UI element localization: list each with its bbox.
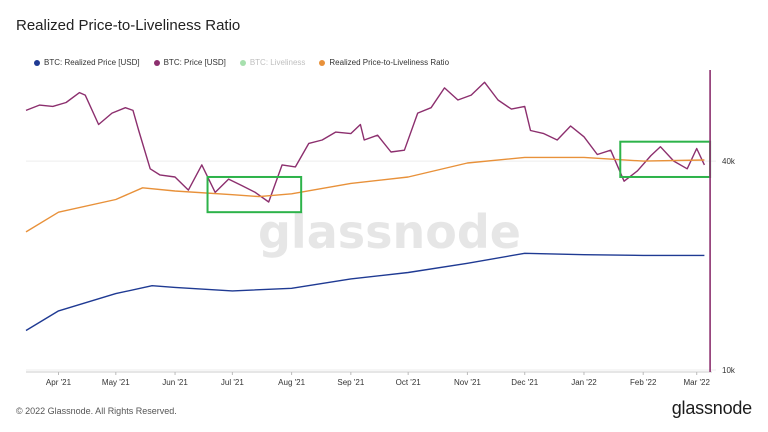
chart-title: Realized Price-to-Liveliness Ratio [16,17,241,34]
x-tick-label: Feb '22 [630,378,657,387]
y-tick-label: 40k [722,157,736,166]
highlight-box-1 [619,140,712,178]
series-line-btc-price-usd [25,81,706,203]
legend-dot-icon [34,59,40,66]
series-line-realized-price-to-liveliness-ratio [25,156,705,233]
x-tick-label: Aug '21 [278,378,305,387]
legend-label: BTC: Price [USD] [163,58,226,67]
legend-item-realized-price[interactable]: BTC: Realized Price [USD] [34,58,140,67]
series-line-btc-realized-price-usd [25,252,705,332]
x-tick-label: Jun '21 [162,378,188,387]
legend: BTC: Realized Price [USD] BTC: Price [US… [34,58,449,67]
legend-label: Realized Price-to-Liveliness Ratio [329,58,450,67]
legend-label: BTC: Liveliness [249,58,306,67]
watermark-text: glassnode [258,205,521,259]
x-tick-label: May '21 [102,378,130,387]
x-tick-label: Oct '21 [396,378,422,387]
legend-item-liveliness[interactable]: BTC: Liveliness [239,58,306,67]
x-tick-label: Dec '21 [511,378,538,387]
x-tick-label: Nov '21 [454,378,481,387]
glassnode-logo[interactable]: glassnode [671,398,752,418]
x-tick-label: Mar '22 [683,378,710,387]
highlight-box-0 [206,175,303,214]
copyright-footer: © 2022 Glassnode. All Rights Reserved. [16,406,177,416]
x-tick-label: Jul '21 [221,378,244,387]
x-tick-label: Apr '21 [46,378,72,387]
legend-item-price[interactable]: BTC: Price [USD] [153,58,226,67]
y-tick-label: 10k [722,366,736,375]
x-tick-label: Jan '22 [571,378,597,387]
legend-dot-icon [319,59,326,66]
legend-item-ratio[interactable]: Realized Price-to-Liveliness Ratio [319,58,449,67]
legend-label: BTC: Realized Price [USD] [44,58,140,67]
legend-dot-icon [153,59,160,66]
legend-dot-icon [239,59,246,66]
x-tick-label: Sep '21 [337,378,364,387]
